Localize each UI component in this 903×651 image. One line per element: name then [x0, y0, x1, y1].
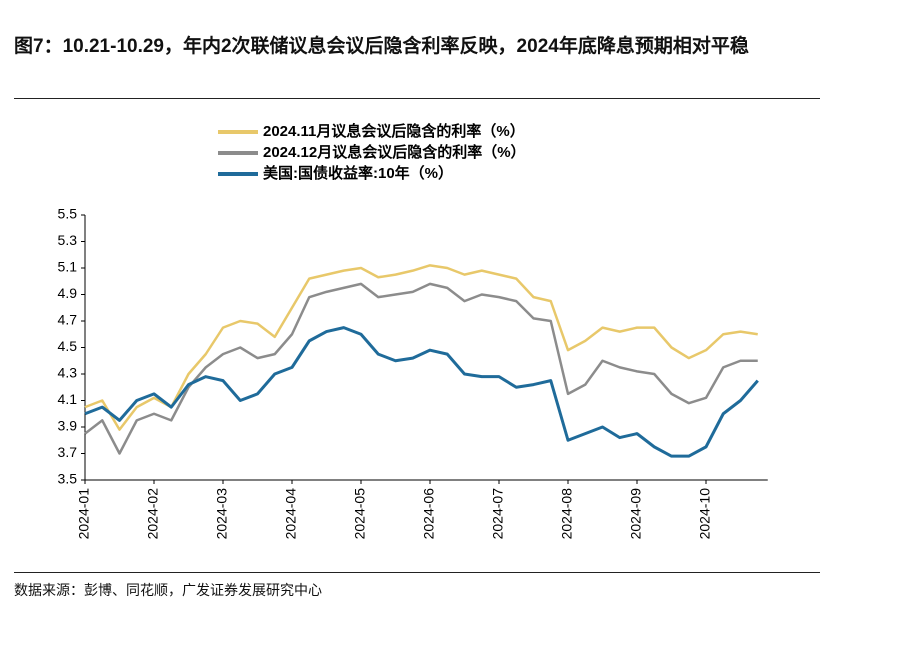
y-tick-label: 4.3: [58, 365, 78, 381]
legend-label: 美国:国债收益率:10年（%）: [263, 164, 453, 182]
x-tick-label: 2024-05: [352, 488, 368, 540]
y-tick-label: 4.7: [58, 312, 78, 328]
chart: 2024.11月议息会议后隐含的利率（%） 2024.12月议息会议后隐含的利率（…: [58, 122, 768, 540]
legend-label: 2024.12月议息会议后隐含的利率（%）: [263, 143, 526, 161]
y-tick-label: 3.7: [58, 444, 78, 460]
series-line: [84, 264, 758, 431]
legend-label: 2024.11月议息会议后隐含的利率（%）: [263, 122, 525, 140]
x-tick-label: 2024-01: [76, 488, 92, 540]
x-tick-label: 2024-03: [214, 488, 230, 540]
y-tick-label: 4.9: [58, 285, 78, 301]
y-tick-label: 3.5: [58, 471, 78, 487]
x-tick-label: 2024-04: [283, 488, 299, 540]
x-tick-label: 2024-06: [421, 488, 437, 540]
title-rule: [14, 98, 820, 99]
y-tick-label: 4.5: [58, 338, 78, 354]
y-tick-label: 4.1: [58, 391, 78, 407]
source-rule: [14, 572, 820, 573]
y-tick-label: 5.3: [58, 232, 78, 248]
x-tick-label: 2024-09: [628, 488, 644, 540]
y-tick-label: 5.5: [58, 206, 78, 222]
x-tick-label: 2024-02: [145, 488, 161, 540]
x-tick-label: 2024-10: [697, 488, 713, 540]
x-tick-label: 2024-07: [490, 488, 506, 540]
chart-title: 图7：10.21-10.29，年内2次联储议息会议后隐含利率反映，2024年底降…: [14, 36, 749, 57]
y-tick-label: 3.9: [58, 418, 78, 434]
series-line: [84, 326, 759, 458]
source-note: 数据来源：彭博、同花顺，广发证券发展研究中心: [14, 582, 322, 598]
series-line: [84, 282, 758, 455]
y-tick-label: 5.1: [58, 259, 78, 275]
x-tick-label: 2024-08: [559, 488, 575, 540]
